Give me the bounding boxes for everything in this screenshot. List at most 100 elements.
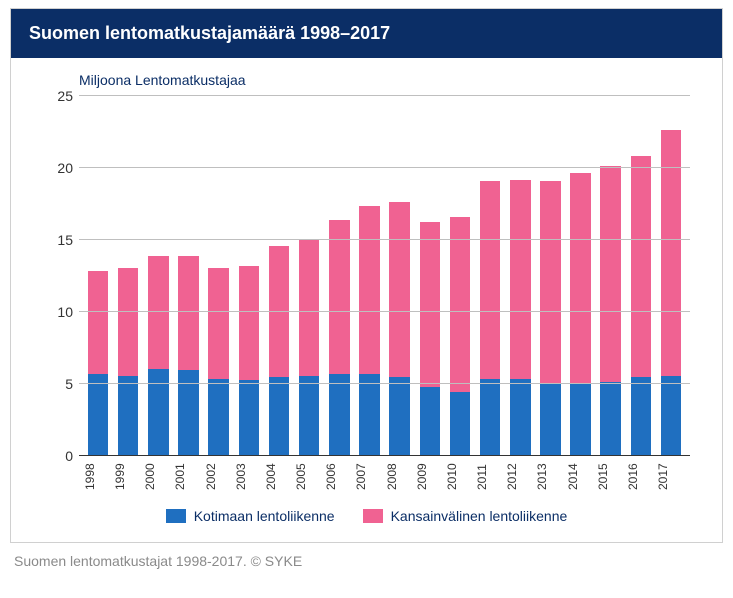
legend-item-domestic: Kotimaan lentoliikenne <box>166 508 335 524</box>
bar-2016 <box>626 96 656 455</box>
x-tick-label: 2017 <box>656 460 686 494</box>
seg-international <box>239 266 260 380</box>
seg-international <box>88 271 109 375</box>
seg-international <box>148 256 169 368</box>
legend-swatch-domestic <box>166 509 186 523</box>
gridline <box>79 167 690 168</box>
legend-swatch-international <box>363 509 383 523</box>
y-tick-label: 25 <box>37 88 73 104</box>
bar-1998 <box>83 96 113 455</box>
bars-container <box>79 96 690 455</box>
bar-2012 <box>505 96 535 455</box>
seg-domestic <box>510 379 531 455</box>
seg-domestic <box>389 377 410 455</box>
bar-2006 <box>324 96 354 455</box>
x-tick-label: 2001 <box>173 460 203 494</box>
x-tick-label: 2000 <box>143 460 173 494</box>
x-tick-label: 2013 <box>535 460 565 494</box>
bar-2000 <box>143 96 173 455</box>
x-tick-label: 2008 <box>385 460 415 494</box>
x-tick-label: 2007 <box>354 460 384 494</box>
bar-2015 <box>596 96 626 455</box>
x-tick-label: 2002 <box>204 460 234 494</box>
seg-international <box>420 222 441 388</box>
seg-international <box>600 166 621 382</box>
x-tick-label: 1999 <box>113 460 143 494</box>
y-axis-title: Miljoona Lentomatkustajaa <box>79 72 700 88</box>
y-tick-label: 15 <box>37 232 73 248</box>
seg-domestic <box>631 377 652 455</box>
bar-2011 <box>475 96 505 455</box>
bar-2009 <box>415 96 445 455</box>
x-tick-label: 2011 <box>475 460 505 494</box>
x-tick-label: 1998 <box>83 460 113 494</box>
bar-1999 <box>113 96 143 455</box>
seg-international <box>299 239 320 376</box>
bar-2007 <box>354 96 384 455</box>
chart-card: Suomen lentomatkustajamäärä 1998–2017 Mi… <box>10 8 723 543</box>
bar-2001 <box>173 96 203 455</box>
seg-domestic <box>420 387 441 455</box>
x-tick-label: 2003 <box>234 460 264 494</box>
x-tick-label: 2014 <box>566 460 596 494</box>
x-labels: 1998199920002001200220032004200520062007… <box>79 456 690 494</box>
seg-international <box>510 180 531 379</box>
seg-international <box>450 217 471 391</box>
seg-domestic <box>570 384 591 455</box>
x-tick-label: 2005 <box>294 460 324 494</box>
x-tick-label: 2009 <box>415 460 445 494</box>
seg-international <box>389 202 410 378</box>
bar-2005 <box>294 96 324 455</box>
bar-2010 <box>445 96 475 455</box>
chart-canvas: 0510152025 <box>79 96 690 456</box>
seg-domestic <box>450 392 471 455</box>
gridline <box>79 311 690 312</box>
seg-domestic <box>480 379 501 455</box>
seg-international <box>118 268 139 376</box>
bar-2014 <box>566 96 596 455</box>
bar-2003 <box>234 96 264 455</box>
seg-domestic <box>239 380 260 455</box>
plot-area: Miljoona Lentomatkustajaa 0510152025 199… <box>11 58 722 542</box>
y-tick-label: 10 <box>37 304 73 320</box>
x-tick-label: 2016 <box>626 460 656 494</box>
x-tick-label: 2012 <box>505 460 535 494</box>
x-tick-label: 2010 <box>445 460 475 494</box>
seg-international <box>359 206 380 374</box>
x-tick-label: 2015 <box>596 460 626 494</box>
y-tick-label: 5 <box>37 376 73 392</box>
legend-item-international: Kansainvälinen lentoliikenne <box>363 508 568 524</box>
chart-title: Suomen lentomatkustajamäärä 1998–2017 <box>11 9 722 58</box>
gridline <box>79 239 690 240</box>
y-tick-label: 20 <box>37 160 73 176</box>
seg-domestic <box>600 382 621 455</box>
x-tick-label: 2006 <box>324 460 354 494</box>
seg-international <box>570 173 591 385</box>
legend-label-international: Kansainvälinen lentoliikenne <box>391 508 568 524</box>
bar-2002 <box>204 96 234 455</box>
figure-wrap: Suomen lentomatkustajamäärä 1998–2017 Mi… <box>0 0 733 577</box>
seg-international <box>540 181 561 384</box>
seg-international <box>329 220 350 374</box>
seg-domestic <box>118 376 139 455</box>
legend: Kotimaan lentoliikenne Kansainvälinen le… <box>33 508 700 524</box>
seg-domestic <box>329 374 350 455</box>
bar-2013 <box>535 96 565 455</box>
bar-2008 <box>385 96 415 455</box>
seg-international <box>631 156 652 378</box>
gridline <box>79 95 690 96</box>
seg-domestic <box>661 376 682 455</box>
gridline <box>79 455 690 456</box>
x-tick-label: 2004 <box>264 460 294 494</box>
y-tick-label: 0 <box>37 448 73 464</box>
seg-domestic <box>208 379 229 455</box>
seg-domestic <box>540 384 561 455</box>
seg-international <box>480 181 501 378</box>
seg-international <box>208 268 229 379</box>
bar-2004 <box>264 96 294 455</box>
caption: Suomen lentomatkustajat 1998-2017. © SYK… <box>10 543 723 569</box>
legend-label-domestic: Kotimaan lentoliikenne <box>194 508 335 524</box>
seg-domestic <box>269 377 290 455</box>
seg-domestic <box>88 374 109 455</box>
seg-domestic <box>148 369 169 455</box>
